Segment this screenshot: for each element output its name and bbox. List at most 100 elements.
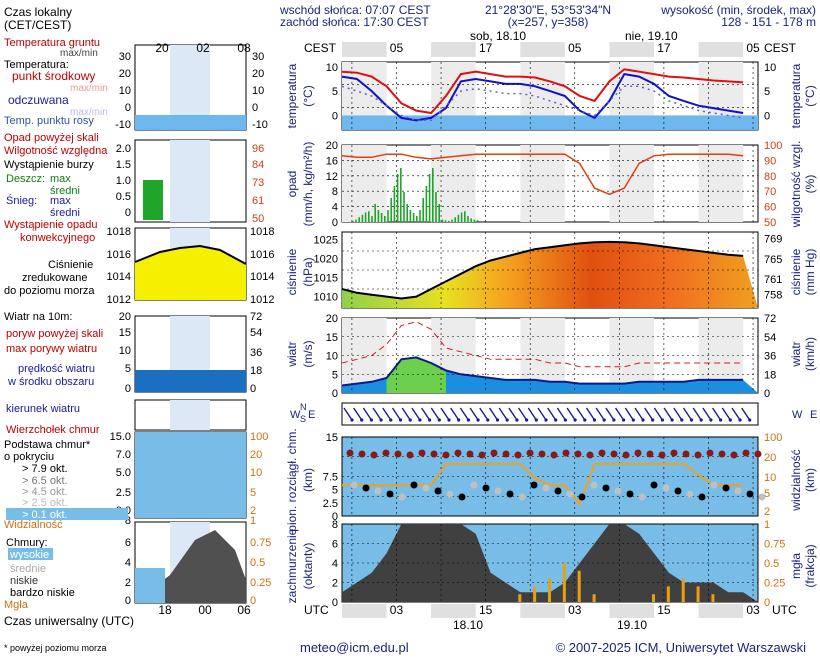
cloudbase-dot-dense (658, 451, 666, 459)
cloudbase-dot (458, 493, 466, 501)
legend-temp-tick: 30 (119, 51, 131, 63)
cloudbase-dot-dense (694, 451, 702, 459)
y-tick-left: 10 (326, 351, 338, 363)
wind-arrow (712, 407, 722, 421)
y-tick-left: 8 (332, 186, 338, 198)
wind-arrow-head (486, 418, 490, 422)
legend-wind-tick: 20 (119, 311, 131, 323)
rain-bar (416, 216, 418, 222)
fog-bar (592, 594, 596, 602)
cloudbase-dot-dense (514, 451, 522, 459)
wind-arrow-head (573, 418, 577, 422)
y-tick-right: 80 (764, 171, 776, 183)
cloudbase-dot-dense (682, 450, 690, 458)
legend-storm: Wystąpienie burzy (4, 159, 94, 171)
y-tick-left: 5 (332, 86, 338, 98)
y-tick-left: 6 (332, 539, 338, 551)
legend-wind-tick: 10 (119, 345, 131, 357)
legend-cloud-tick: 6 (125, 537, 131, 549)
wind-arrow-head (428, 418, 432, 422)
wind-arrow (401, 407, 411, 421)
cb-axis-label-right: widzialność (789, 449, 803, 511)
y-tick-right: 50 (764, 217, 776, 229)
cloudbase-dot-dense (454, 449, 462, 457)
wind-arrow-head (418, 418, 422, 422)
legend-fog-tick: 0 (250, 595, 256, 607)
legend-okt01: > 0.1 okt. (22, 509, 68, 521)
legend-humidity-tick: 96 (252, 143, 264, 155)
legend-temp-tick: 0 (125, 102, 131, 114)
legend-local-time-sub: (CET/CEST) (4, 18, 71, 32)
cb-axis-label-left: pion. rozciągł. chm. (285, 428, 299, 531)
series-humidity (341, 153, 744, 196)
pressure-axis-unit-right: (mm Hg) (803, 249, 817, 296)
y-tick-right: 0 (764, 388, 770, 400)
legend-fog-tick: 0.25 (250, 577, 271, 589)
y-tick-right: 100 (764, 140, 782, 152)
rain-bar (396, 174, 399, 222)
cl-axis-label-right: mgła (789, 553, 803, 579)
legend-snow-mid: średni (50, 207, 80, 219)
legend-temp-tick-right: 20 (252, 68, 264, 80)
legend-cloud-tick: 8 (125, 515, 131, 527)
cb-axis-unit-left: (km) (301, 468, 315, 492)
y-tick-right: 90 (764, 155, 776, 167)
legend-local-time: Czas lokalny (4, 5, 72, 19)
legend-fog: Mgła (4, 599, 29, 611)
y-tick-left: 10 (326, 62, 338, 74)
legend-temp-minmax: max/min (70, 83, 108, 94)
cloudbase-dot-dense (634, 449, 642, 457)
cloudbase-dot (578, 493, 586, 501)
legend-pressure-tick-right: 1016 (250, 249, 274, 261)
cloudbase-dot-dense (430, 450, 438, 458)
cloudbase-dot (350, 481, 358, 489)
cb-axis-unit-right: (km) (803, 468, 817, 492)
utc-tick: 03 (568, 603, 582, 617)
cl-axis-label-left: zachmurzenie (285, 528, 299, 603)
y-tick-left: 2.5 (323, 498, 338, 510)
wind-dir-e-right: E (810, 409, 817, 421)
cloudbase-dot-dense (346, 449, 354, 457)
cest-label-left: CEST (304, 41, 337, 55)
legend-cb-tick: 7.0 (116, 449, 131, 461)
cest-label-right: CEST (764, 41, 797, 55)
legend-okt79: > 7.9 okt. (22, 463, 68, 475)
time-band (342, 604, 387, 618)
legend-panel-band (170, 140, 210, 222)
wind-arrow (576, 407, 586, 421)
rain-bar (464, 211, 466, 222)
legend-wind-kmh-tick: 0 (250, 383, 256, 395)
cloudbase-dot (590, 481, 598, 489)
wind-arrow (692, 407, 702, 421)
wind-arrow (595, 407, 605, 421)
footer-copyright: © 2007-2025 ICM, Uniwersytet Warszawski (556, 640, 807, 655)
wind-arrow-head (709, 418, 713, 422)
fog-bar (548, 578, 551, 602)
y-tick-left: 1020 (314, 254, 338, 266)
cloudbase-dot (686, 490, 694, 498)
legend-humidity-tick: 84 (252, 159, 264, 171)
y-tick-right: 54 (764, 332, 776, 344)
cloudbase-dot-dense (502, 450, 510, 458)
wind-arrow-head (525, 418, 529, 422)
utc-tick: 03 (746, 603, 760, 617)
rain-bar (371, 216, 373, 222)
cest-tick: 05 (568, 41, 582, 55)
series-wind-speed (341, 356, 744, 387)
fog-bar (681, 578, 685, 602)
cloudbase-dot (614, 487, 622, 495)
series-temp_mid (341, 68, 744, 115)
legend-ground-temp: Temperatura gruntu (4, 37, 100, 49)
cloudbase-dot-dense (418, 449, 426, 457)
y-tick-left: 1025 (314, 235, 338, 247)
legend-wind-dir: kierunek wiatru (6, 403, 80, 415)
legend-cb-tick: 2.5 (116, 487, 131, 499)
wind-arrow (372, 407, 382, 421)
wind-arrow-head (612, 418, 616, 422)
visibility-tick: 100 (764, 432, 782, 444)
legend-conv2: konwekcyjnego (20, 232, 95, 244)
precip-axis-unit-right: (%) (803, 175, 817, 194)
cloudbase-dot (422, 484, 430, 492)
legend-vis-tick: 5 (250, 487, 256, 499)
utc-tick: 15 (657, 603, 671, 617)
